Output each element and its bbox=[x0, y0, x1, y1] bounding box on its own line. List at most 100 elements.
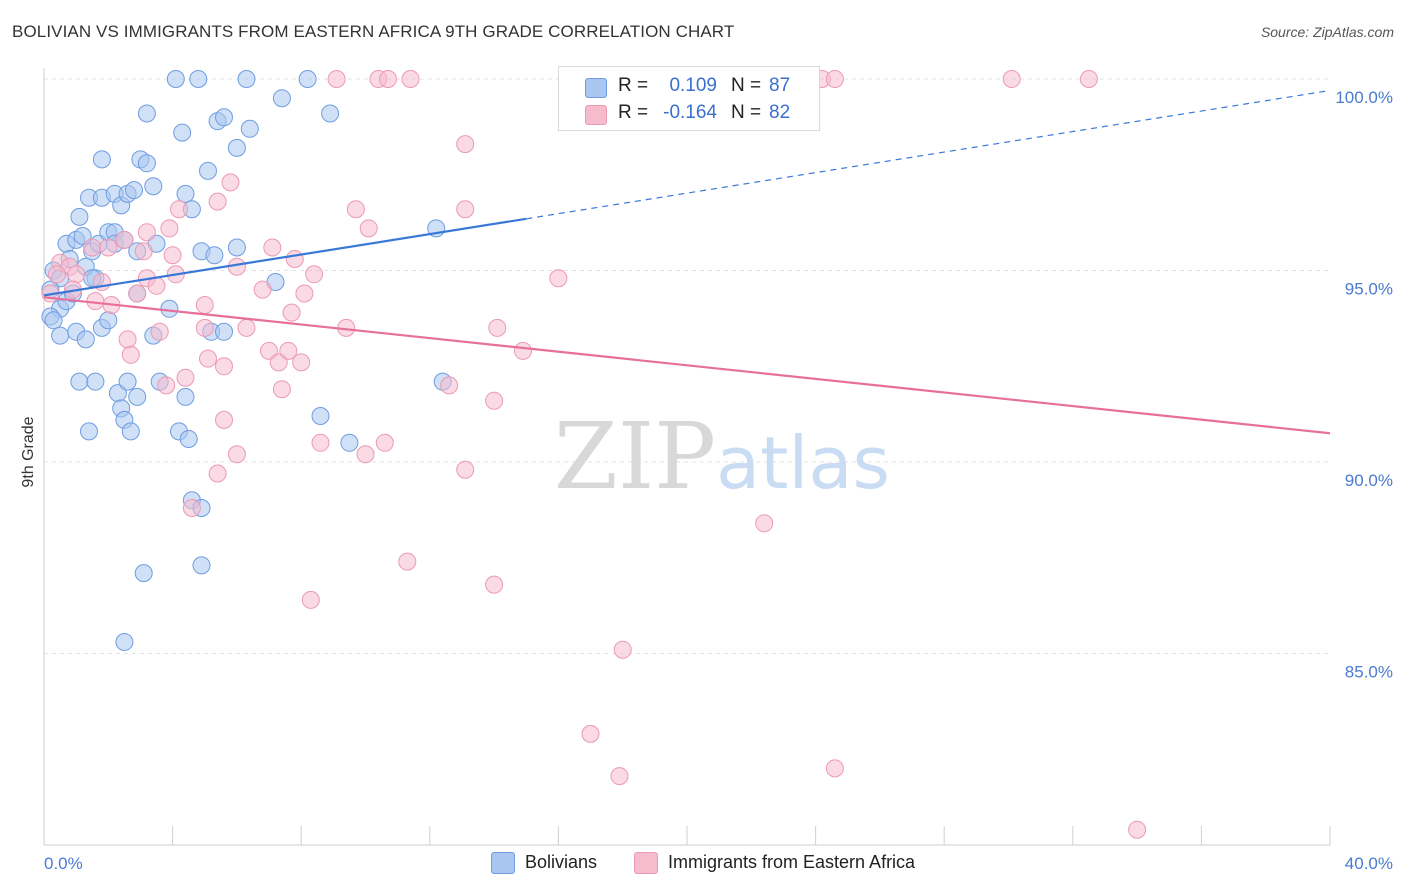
data-point bbox=[166, 70, 185, 88]
data-point bbox=[755, 514, 774, 533]
data-point bbox=[613, 640, 632, 659]
x-tick-label: 40.0% bbox=[1345, 854, 1393, 873]
data-point bbox=[137, 154, 156, 173]
data-point bbox=[272, 380, 291, 399]
legend-label: Immigrants from Eastern Africa bbox=[668, 852, 916, 872]
eastern-africa-legend-swatch bbox=[634, 852, 658, 874]
data-point bbox=[67, 265, 86, 284]
data-point bbox=[485, 575, 504, 594]
data-point bbox=[375, 433, 394, 452]
data-point bbox=[825, 759, 844, 778]
data-point bbox=[1128, 820, 1147, 839]
data-point bbox=[73, 227, 92, 245]
data-point bbox=[610, 767, 629, 786]
legend-label: Bolivians bbox=[525, 852, 598, 872]
data-point bbox=[134, 242, 153, 261]
data-point bbox=[134, 564, 153, 583]
data-point bbox=[160, 299, 179, 318]
stats-box: R = 0.109 N = 87 R = -0.164 N = 82 bbox=[558, 66, 820, 131]
y-axis-title: 9th Grade bbox=[20, 416, 37, 487]
data-point bbox=[70, 372, 89, 391]
data-point bbox=[76, 330, 95, 349]
data-point bbox=[144, 177, 163, 196]
data-point bbox=[121, 345, 140, 364]
bolivians-trend-line bbox=[43, 217, 527, 297]
r-label: R = bbox=[618, 102, 649, 123]
data-point bbox=[253, 280, 272, 299]
data-point bbox=[199, 349, 217, 368]
data-point bbox=[401, 70, 420, 88]
data-point bbox=[189, 70, 208, 88]
data-point bbox=[215, 410, 233, 429]
data-point bbox=[327, 70, 346, 88]
axes bbox=[43, 68, 1331, 846]
data-point bbox=[311, 433, 330, 452]
bolivians-legend-swatch bbox=[491, 852, 515, 874]
data-point bbox=[128, 284, 147, 303]
data-point bbox=[269, 353, 288, 372]
data-point bbox=[346, 200, 365, 219]
x-tick-label: 0.0% bbox=[44, 854, 83, 873]
n-label: N = bbox=[731, 102, 762, 123]
data-point bbox=[292, 353, 311, 372]
data-point bbox=[179, 430, 198, 448]
trend-lines bbox=[43, 89, 1331, 435]
eastern-africa-trend-line bbox=[43, 296, 1331, 435]
data-point bbox=[170, 200, 188, 219]
data-point bbox=[192, 556, 211, 575]
data-point bbox=[581, 724, 600, 743]
data-point bbox=[311, 407, 330, 425]
data-point bbox=[285, 250, 304, 268]
data-point bbox=[215, 322, 233, 341]
y-tick-label: 85.0% bbox=[1345, 663, 1393, 682]
data-point bbox=[514, 341, 532, 360]
data-point bbox=[92, 150, 111, 169]
data-point bbox=[47, 265, 66, 284]
data-point bbox=[456, 460, 475, 479]
data-point bbox=[321, 104, 340, 123]
y-tick-label: 95.0% bbox=[1345, 280, 1393, 299]
data-point bbox=[298, 70, 317, 88]
data-point bbox=[118, 372, 137, 391]
data-point bbox=[195, 296, 214, 314]
data-point bbox=[440, 376, 459, 395]
data-point bbox=[215, 108, 233, 127]
data-point bbox=[157, 376, 176, 395]
data-point bbox=[176, 368, 195, 387]
data-point bbox=[237, 318, 256, 337]
data-point bbox=[137, 223, 156, 242]
data-point bbox=[488, 318, 507, 337]
data-point bbox=[147, 276, 166, 295]
data-point bbox=[115, 633, 134, 651]
data-point bbox=[398, 552, 417, 571]
data-point bbox=[125, 181, 143, 200]
data-point bbox=[263, 238, 282, 257]
data-point bbox=[176, 387, 195, 406]
r-value: 0.109 bbox=[669, 75, 717, 96]
tick-labels: 100.0% 95.0% 90.0% 85.0% 0.0% 40.0% bbox=[44, 88, 1393, 873]
data-point bbox=[295, 284, 314, 303]
data-point bbox=[227, 138, 246, 157]
watermark-atlas: atlas bbox=[716, 421, 890, 505]
data-point bbox=[83, 238, 102, 257]
data-point bbox=[137, 104, 156, 123]
data-point bbox=[150, 322, 169, 341]
data-point bbox=[208, 464, 227, 483]
data-point bbox=[195, 318, 214, 337]
data-point bbox=[305, 265, 324, 284]
data-point bbox=[163, 246, 182, 265]
data-point bbox=[1002, 70, 1021, 88]
data-point bbox=[160, 219, 179, 238]
data-point bbox=[205, 246, 224, 265]
data-point bbox=[51, 326, 70, 345]
data-point bbox=[279, 341, 298, 360]
bolivians-trend-extension bbox=[526, 89, 1331, 220]
data-point bbox=[118, 330, 137, 349]
source-credit: Source: ZipAtlas.com bbox=[1260, 24, 1394, 40]
data-point bbox=[121, 422, 140, 441]
data-point bbox=[99, 311, 118, 330]
data-point bbox=[86, 372, 105, 391]
data-point bbox=[128, 387, 147, 406]
data-point bbox=[340, 433, 359, 452]
y-tick-label: 90.0% bbox=[1345, 471, 1393, 490]
